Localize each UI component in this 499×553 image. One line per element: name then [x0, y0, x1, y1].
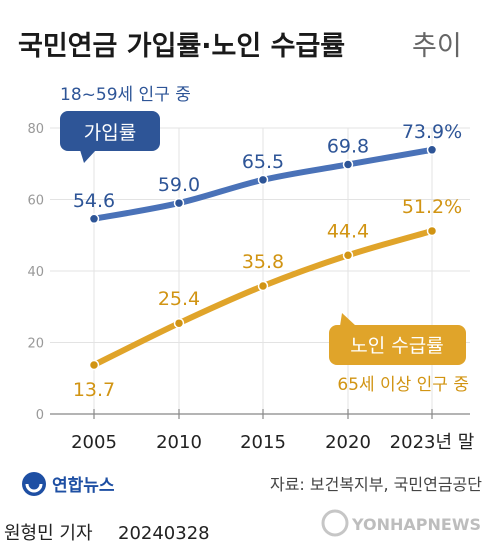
- y-tick-label: 60: [27, 194, 44, 209]
- data-label: 65.5: [242, 151, 284, 173]
- data-point: [173, 317, 185, 329]
- data-label: 35.8: [242, 251, 284, 273]
- y-axis: 0 20 40 60 80: [27, 122, 44, 423]
- legend-pointer-pension: [340, 313, 356, 326]
- data-labels: 54.6 59.0 65.5 69.8 73.9% 13.7 25.4 35.8 44.4 51.…: [73, 121, 462, 401]
- data-point: [257, 280, 269, 292]
- x-tick-label: 2020: [325, 432, 371, 453]
- data-label: 73.9%: [402, 121, 462, 143]
- credit-date: 20240328: [118, 523, 210, 544]
- data-label: 69.8: [327, 135, 369, 157]
- watermark-text: YONHAPNEWS: [351, 515, 481, 534]
- logo-text: 연합뉴스: [52, 475, 115, 496]
- data-label: 59.0: [158, 174, 200, 196]
- watermark-icon: [321, 509, 349, 537]
- data-label: 44.4: [327, 220, 369, 242]
- chart-title: 국민연금 가입률·노인 수급률: [18, 31, 345, 62]
- data-point: [426, 144, 438, 156]
- series-lines: [88, 144, 438, 371]
- x-axis: 2005 2010 2015 2020 2023년 말: [50, 409, 474, 453]
- data-label: 25.4: [158, 288, 200, 310]
- data-point: [342, 250, 354, 261]
- credit-name: 원형민 기자: [4, 523, 93, 544]
- watermark: YONHAPNEWS: [321, 509, 481, 537]
- series-note-subscription: 18~59세 인구 중: [60, 85, 191, 105]
- data-point: [173, 197, 185, 209]
- legend-box-subscription: [60, 111, 160, 151]
- data-point: [88, 359, 100, 371]
- data-label: 54.6: [73, 190, 115, 212]
- data-label: 13.7: [73, 379, 115, 401]
- chart-title-suffix: 추이: [412, 31, 462, 62]
- y-tick-label: 20: [27, 337, 44, 352]
- x-tick-label: 2015: [240, 432, 286, 453]
- legend-pointer-subscription: [80, 150, 96, 163]
- y-tick-label: 40: [27, 265, 44, 280]
- x-tick-label: 2023년 말: [390, 432, 475, 453]
- y-tick-label: 80: [27, 122, 44, 137]
- source-text: 자료: 보건복지부, 국민연금공단: [270, 475, 482, 494]
- data-point: [426, 225, 438, 237]
- series-note-pension: 65세 이상 인구 중: [337, 375, 469, 395]
- yonhap-logo: 연합뉴스: [22, 472, 115, 496]
- legend-label-subscription: 가입률: [84, 122, 136, 144]
- legend-label-pension: 노인 수급률: [350, 335, 443, 357]
- legend-subscription: 가입률: [60, 111, 160, 163]
- data-point: [88, 213, 100, 225]
- x-tick-label: 2010: [156, 432, 202, 453]
- legend-box-pension: [329, 325, 466, 365]
- data-point: [342, 159, 354, 170]
- x-tick-label: 2005: [71, 432, 117, 453]
- data-label: 51.2%: [402, 196, 462, 218]
- y-tick-label: 0: [36, 408, 44, 423]
- legend-pension: 노인 수급률: [329, 313, 466, 365]
- data-point: [257, 174, 269, 186]
